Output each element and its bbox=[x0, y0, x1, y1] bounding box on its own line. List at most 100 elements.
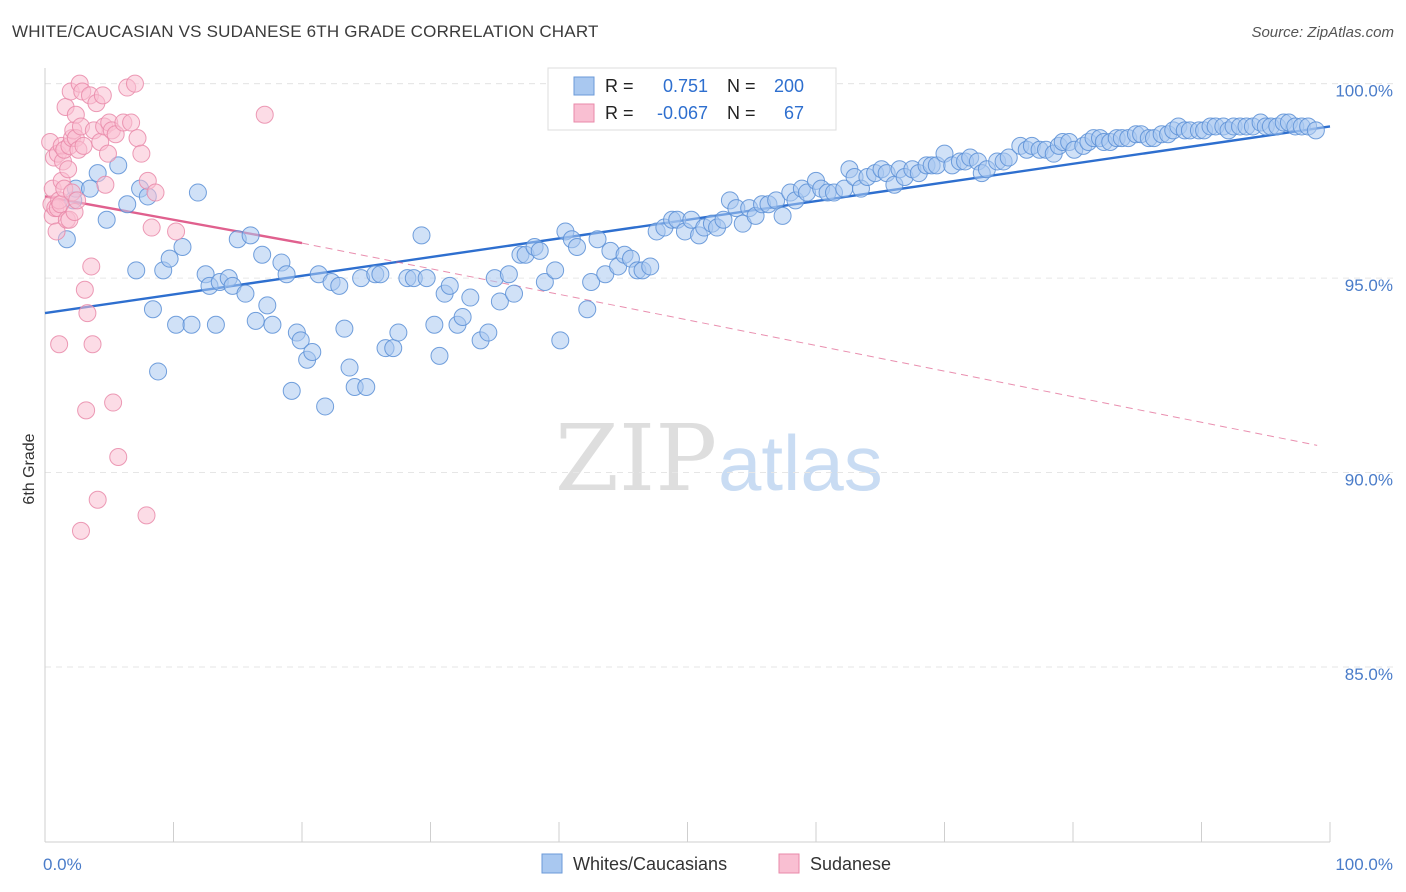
point-whites bbox=[236, 284, 255, 303]
chart-title: WHITE/CAUCASIAN VS SUDANESE 6TH GRADE CO… bbox=[12, 22, 599, 41]
y-tick-label: 100.0% bbox=[1335, 82, 1393, 101]
x-tick-label-end: 100.0% bbox=[1335, 855, 1393, 874]
y-tick-label: 85.0% bbox=[1345, 665, 1393, 684]
point-whites bbox=[253, 245, 272, 264]
point-whites bbox=[316, 397, 335, 416]
point-whites bbox=[303, 343, 322, 361]
point-sudanese bbox=[68, 191, 87, 210]
point-whites bbox=[263, 315, 282, 334]
point-whites bbox=[371, 265, 390, 284]
point-whites bbox=[258, 296, 277, 315]
point-sudanese bbox=[167, 222, 186, 241]
point-whites bbox=[357, 378, 376, 396]
point-whites bbox=[417, 269, 436, 288]
point-whites bbox=[490, 292, 509, 311]
point-sudanese bbox=[104, 393, 123, 412]
point-sudanese bbox=[146, 183, 165, 202]
point-whites bbox=[641, 257, 660, 276]
point-sudanese bbox=[59, 160, 78, 179]
point-whites bbox=[160, 249, 179, 268]
point-whites bbox=[588, 230, 607, 249]
point-sudanese bbox=[98, 144, 117, 163]
point-whites bbox=[173, 238, 192, 256]
point-sudanese bbox=[255, 105, 274, 124]
legend-n-value-sudanese: 67 bbox=[784, 103, 804, 123]
point-whites bbox=[330, 276, 349, 295]
point-whites bbox=[714, 210, 733, 229]
grid-layer: 85.0% 90.0% 95.0% 100.0% bbox=[45, 82, 1395, 684]
legend-swatch-whites bbox=[573, 76, 595, 96]
point-sudanese bbox=[122, 113, 141, 132]
point-whites bbox=[182, 315, 201, 334]
point-sudanese bbox=[47, 222, 66, 241]
point-whites bbox=[412, 226, 431, 245]
bottom-legend-label-sudanese: Sudanese bbox=[810, 854, 891, 874]
x-tick-label-start: 0.0% bbox=[43, 855, 82, 874]
point-whites bbox=[282, 381, 301, 400]
point-whites bbox=[167, 315, 186, 334]
point-sudanese bbox=[142, 218, 161, 237]
legend-n-label-whites: N = bbox=[727, 76, 756, 96]
point-whites bbox=[335, 319, 354, 338]
point-whites bbox=[546, 261, 565, 280]
point-whites bbox=[1306, 121, 1325, 140]
point-whites bbox=[389, 323, 408, 342]
point-whites bbox=[246, 311, 265, 330]
point-sudanese bbox=[132, 144, 151, 163]
point-whites bbox=[277, 265, 296, 284]
point-sudanese bbox=[82, 257, 101, 276]
y-tick-label: 95.0% bbox=[1345, 276, 1393, 295]
point-whites bbox=[479, 323, 498, 342]
point-whites bbox=[535, 273, 554, 291]
point-whites bbox=[440, 276, 459, 295]
watermark-zip: ZIP bbox=[555, 405, 717, 512]
point-whites bbox=[340, 358, 359, 377]
point-whites bbox=[241, 226, 260, 245]
legend-r-label-whites: R = bbox=[605, 76, 634, 96]
trendline-sudanese-extension bbox=[301, 242, 1318, 446]
point-whites bbox=[767, 191, 786, 210]
point-sudanese bbox=[93, 86, 112, 105]
legend-n-label-sudanese: N = bbox=[727, 103, 756, 123]
point-sudanese bbox=[128, 129, 147, 148]
bottom-legend-swatch-sudanese bbox=[778, 853, 800, 874]
legend-box bbox=[547, 67, 837, 131]
point-whites bbox=[567, 238, 586, 256]
points-layer bbox=[41, 74, 1325, 540]
point-whites bbox=[461, 288, 480, 307]
point-whites bbox=[453, 308, 472, 326]
bottom-legend-label-whites: Whites/Caucasians bbox=[573, 854, 727, 874]
point-sudanese bbox=[109, 448, 128, 466]
legend-n-value-whites: 200 bbox=[774, 76, 804, 96]
point-sudanese bbox=[137, 506, 156, 525]
point-whites bbox=[551, 331, 570, 350]
y-axis-title: 6th Grade bbox=[21, 433, 38, 504]
legend: R = 0.751 N = 200 R = -0.067 N = 67 bbox=[547, 67, 837, 131]
point-whites bbox=[384, 339, 403, 358]
point-whites bbox=[206, 315, 225, 334]
point-whites bbox=[149, 362, 168, 381]
chart-source: Source: ZipAtlas.com bbox=[1251, 24, 1394, 41]
point-sudanese bbox=[78, 304, 97, 323]
point-whites bbox=[505, 284, 524, 303]
point-whites bbox=[430, 346, 449, 365]
point-whites bbox=[127, 261, 146, 280]
point-whites bbox=[188, 183, 207, 202]
point-whites bbox=[425, 315, 444, 334]
point-sudanese bbox=[77, 401, 96, 420]
point-sudanese bbox=[74, 136, 93, 155]
point-whites bbox=[578, 300, 597, 319]
point-whites bbox=[291, 331, 310, 350]
legend-swatch-sudanese bbox=[573, 103, 595, 123]
legend-r-label-sudanese: R = bbox=[605, 103, 634, 123]
point-whites bbox=[109, 156, 128, 175]
y-tick-label: 90.0% bbox=[1345, 471, 1393, 490]
bottom-legend: Whites/Caucasians Sudanese bbox=[541, 853, 891, 874]
point-whites bbox=[582, 273, 601, 291]
point-whites bbox=[499, 265, 518, 284]
watermark-atlas: atlas bbox=[718, 419, 883, 507]
point-sudanese bbox=[88, 490, 107, 509]
point-sudanese bbox=[71, 521, 90, 540]
point-whites bbox=[999, 148, 1018, 167]
